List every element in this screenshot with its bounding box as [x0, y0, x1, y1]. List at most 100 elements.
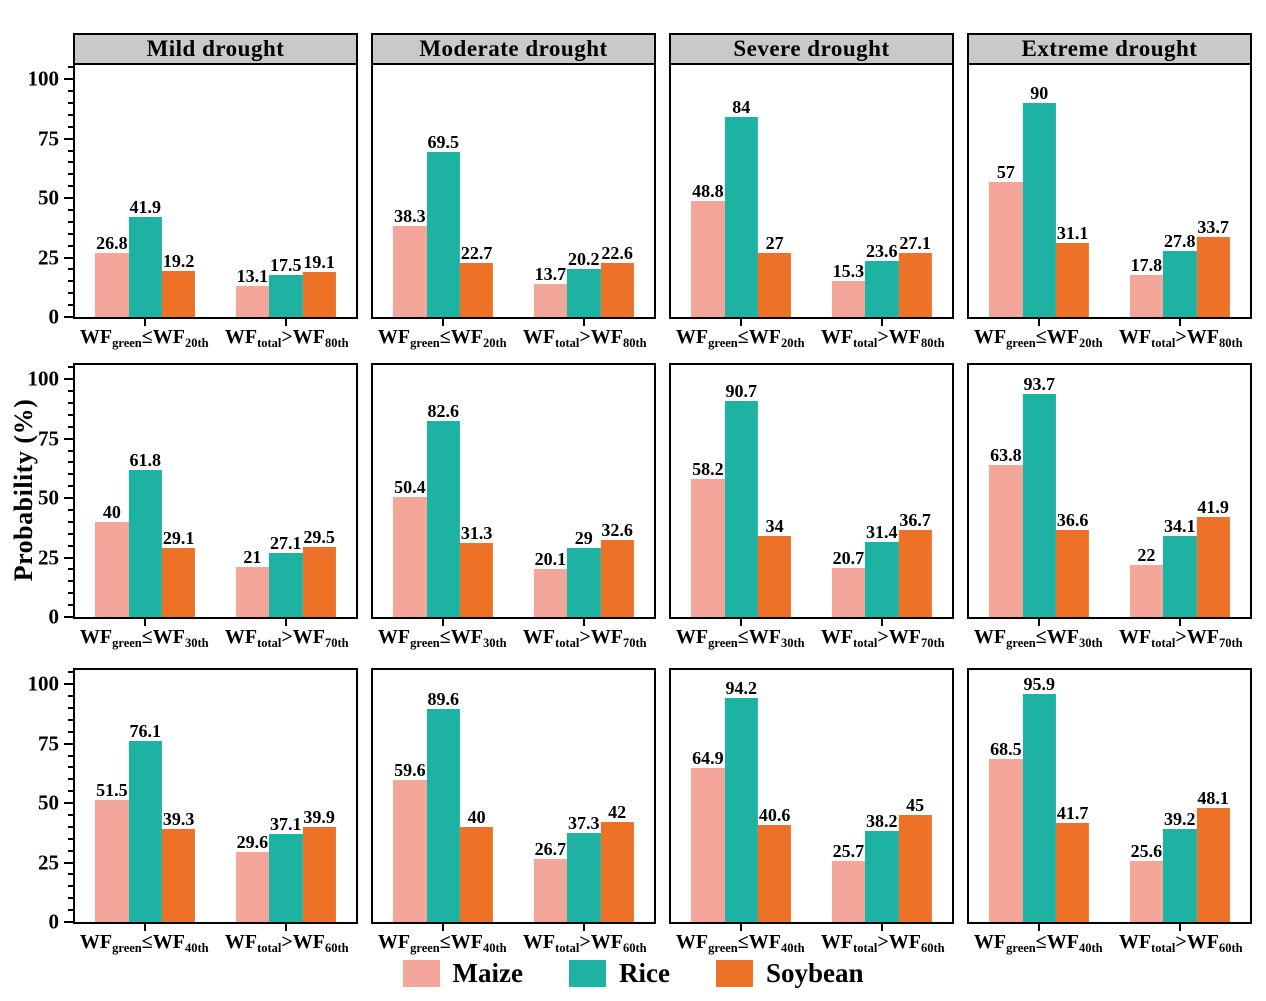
bar-soybean: 27.1 — [898, 234, 932, 317]
y-axis-minor-tick — [68, 102, 73, 105]
bar-value-label: 69.5 — [427, 131, 459, 152]
x-axis-tick — [582, 619, 585, 626]
y-axis-minor-tick — [68, 592, 73, 595]
y-axis-major-tick — [64, 921, 73, 923]
y-axis-major-tick — [64, 616, 73, 618]
x-axis-labels: WFgreen≤WF20th WFtotal>WF80th — [967, 319, 1252, 355]
bar-maize: 50.4 — [393, 478, 427, 617]
x-category-label: WFtotal>WF70th — [224, 626, 349, 650]
bar-value-label: 13.7 — [534, 264, 567, 285]
y-axis-major-tick — [64, 197, 73, 200]
bar-value-label: 29 — [574, 528, 593, 549]
x-axis-tick — [144, 619, 147, 626]
y-axis-tick-label: 50 — [38, 485, 59, 510]
x-axis-tick — [880, 319, 883, 326]
x-category-label: WFgreen≤WF30th — [675, 626, 805, 650]
x-category-label: WFgreen≤WF30th — [973, 626, 1103, 650]
bar-rice: 95.9 — [1022, 675, 1056, 922]
bar-value-label: 22 — [1137, 544, 1156, 565]
bar-group: 68.5 95.9 41.7 — [989, 675, 1090, 922]
bar-value-label: 37.3 — [567, 813, 600, 834]
bar-maize: 21 — [235, 548, 270, 617]
x-axis-tick — [740, 319, 743, 326]
bar-group: 51.5 76.1 39.3 — [95, 722, 196, 922]
y-axis-minor-tick — [68, 292, 73, 295]
x-category-label: WFgreen≤WF40th — [377, 931, 507, 955]
bar-value-label: 32.6 — [601, 519, 633, 540]
chart-panel: 59.6 89.6 40 26.7 37.3 42 — [371, 668, 656, 924]
x-axis-labels: WFgreen≤WF20th WFtotal>WF80th — [73, 319, 358, 355]
y-axis-major-tick — [64, 378, 73, 381]
y-axis-tick-label: 0 — [48, 604, 60, 629]
bar-value-label: 40 — [102, 501, 121, 522]
x-category-label: WFgreen≤WF40th — [973, 931, 1103, 955]
y-axis-major-tick — [64, 497, 73, 500]
bar-value-label: 89.6 — [427, 689, 459, 709]
bar-rice: 90.7 — [724, 382, 758, 617]
y-axis-minor-tick — [68, 425, 73, 428]
bar-value-label: 82.6 — [427, 400, 459, 421]
bar-value-label: 48.8 — [692, 181, 724, 201]
plot-area: 26.8 41.9 19.2 13.1 17.5 19.1 — [75, 65, 356, 317]
chart-panel: Extreme drought 57 90 31.1 17.8 27.8 33.7 — [967, 33, 1252, 319]
bar-rice: 90 — [1022, 84, 1056, 317]
y-axis-minor-tick — [68, 544, 73, 547]
x-axis-tick — [880, 924, 883, 931]
bar-value-label: 90.7 — [725, 381, 757, 402]
bar-soybean: 48.1 — [1196, 789, 1230, 922]
chart-panel: 58.2 90.7 34 20.7 31.4 36.7 — [669, 363, 954, 619]
bar-value-label: 39.2 — [1163, 808, 1196, 829]
x-axis-labels: WFgreen≤WF30th WFtotal>WF70th — [371, 619, 656, 655]
y-axis-minor-tick — [68, 366, 73, 369]
chart-panel: Mild drought 26.8 41.9 19.2 13.1 17.5 19.1 — [73, 33, 358, 319]
bar-value-label: 50.4 — [394, 477, 426, 498]
bar-rice: 84 — [724, 98, 758, 317]
bar-value-label: 48.1 — [1197, 787, 1229, 808]
bar-value-label: 38.3 — [394, 205, 426, 226]
bar-rice: 82.6 — [426, 402, 460, 617]
plot-area: 59.6 89.6 40 26.7 37.3 42 — [373, 670, 654, 922]
chart-panel: 51.5 76.1 39.3 29.6 37.1 39.9 — [73, 668, 358, 924]
bar-group: 17.8 27.8 33.7 — [1129, 218, 1230, 317]
legend-label: Rice — [618, 958, 670, 988]
x-axis-tick — [442, 319, 445, 326]
chart-panel: 63.8 93.7 36.6 22 34.1 41.9 — [967, 363, 1252, 619]
y-axis-minor-tick — [68, 568, 73, 571]
bar-group: 50.4 82.6 31.3 — [393, 402, 494, 617]
bar-maize: 59.6 — [393, 761, 427, 922]
y-axis-minor-tick — [68, 718, 73, 721]
bar-value-label: 29.5 — [303, 526, 335, 547]
bar-soybean: 39.9 — [302, 808, 336, 922]
x-axis-tick — [284, 924, 287, 931]
bar-value-label: 90 — [1030, 83, 1049, 104]
y-axis-minor-tick — [68, 520, 73, 523]
x-axis-labels: WFgreen≤WF40th WFtotal>WF60th — [967, 924, 1252, 960]
bar-soybean: 22.6 — [600, 244, 634, 317]
bar-value-label: 61.8 — [129, 450, 161, 471]
bar-value-label: 45 — [906, 795, 925, 816]
bar-group: 13.1 17.5 19.1 — [235, 253, 336, 317]
bar-soybean: 19.1 — [302, 253, 336, 317]
y-axis-minor-tick — [68, 149, 73, 152]
y-axis-tick-label: 75 — [38, 126, 59, 151]
x-axis-tick — [144, 319, 147, 326]
y-axis-minor-tick — [68, 220, 73, 223]
bar-soybean: 22.7 — [459, 244, 494, 317]
y-axis-tick-label: 25 — [38, 545, 59, 570]
bar-soybean: 29.1 — [161, 529, 196, 617]
legend-item-rice: Rice — [568, 958, 670, 988]
bar-value-label: 17.8 — [1130, 254, 1163, 275]
bar-value-label: 31.1 — [1056, 223, 1089, 244]
x-axis-tick — [1178, 924, 1181, 931]
bar-value-label: 39.9 — [303, 807, 335, 828]
y-axis-major-tick — [64, 316, 73, 318]
bar-rice: 20.2 — [567, 250, 601, 317]
legend-item-maize: Maize — [402, 960, 523, 987]
legend-swatch — [402, 960, 440, 987]
x-category-label: WFgreen≤WF20th — [79, 326, 209, 350]
y-axis-tick-label: 100 — [27, 671, 60, 696]
x-category-label: WFgreen≤WF20th — [377, 326, 507, 350]
x-category-label: WFtotal>WF60th — [224, 931, 349, 955]
x-category-label: WFgreen≤WF20th — [973, 326, 1103, 350]
x-category-label: WFtotal>WF70th — [820, 626, 945, 650]
